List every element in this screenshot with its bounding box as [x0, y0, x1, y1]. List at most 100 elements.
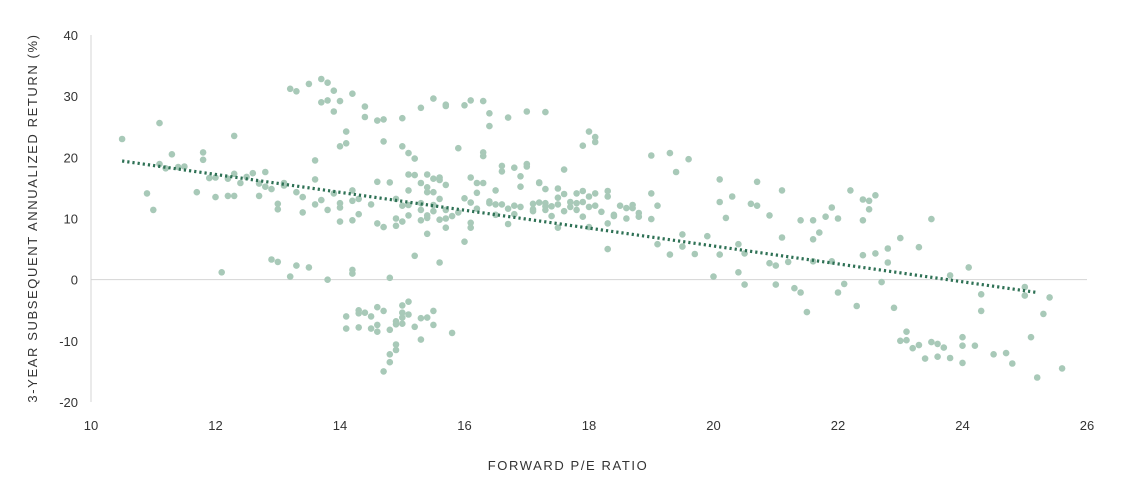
data-point	[367, 325, 375, 332]
data-point	[243, 173, 250, 181]
data-point	[934, 353, 941, 361]
data-point	[797, 289, 804, 296]
data-point	[511, 202, 518, 209]
data-point	[430, 188, 437, 196]
data-point	[349, 197, 356, 205]
data-point	[318, 99, 325, 106]
data-point	[872, 192, 879, 199]
data-point	[374, 303, 381, 311]
data-point	[423, 171, 431, 178]
data-point	[946, 272, 954, 279]
data-point	[150, 206, 157, 214]
data-point	[367, 313, 375, 320]
data-point	[156, 160, 163, 168]
data-point	[342, 325, 350, 332]
data-point	[336, 218, 344, 225]
data-point	[965, 264, 972, 271]
data-point	[672, 168, 680, 176]
data-point	[268, 185, 275, 193]
data-point	[467, 174, 475, 181]
data-point	[859, 251, 867, 259]
data-point	[336, 143, 344, 150]
data-point	[392, 346, 400, 354]
data-point	[654, 202, 661, 209]
data-point	[305, 80, 313, 88]
trend-line	[121, 159, 1038, 295]
data-point	[436, 259, 443, 266]
data-point	[455, 144, 462, 152]
data-point	[704, 232, 711, 240]
data-point	[299, 193, 307, 201]
data-point	[1033, 374, 1041, 381]
data-point	[560, 190, 568, 198]
data-point	[735, 269, 742, 276]
data-point	[168, 151, 176, 158]
data-point	[392, 215, 400, 222]
data-point	[218, 269, 225, 276]
data-point	[255, 192, 263, 200]
data-point	[542, 199, 549, 207]
y-tick-label: 0	[71, 273, 78, 288]
data-point	[1040, 310, 1047, 318]
data-point	[666, 149, 674, 157]
data-point	[361, 103, 369, 110]
data-point	[349, 217, 356, 224]
data-point	[554, 185, 562, 192]
data-point	[685, 155, 692, 163]
data-point	[959, 359, 966, 367]
data-point	[181, 163, 188, 170]
data-point	[392, 222, 400, 230]
data-point	[772, 281, 780, 288]
data-point	[517, 203, 524, 211]
y-tick-labels: 40 30 20 10 0 -10 -20	[59, 28, 78, 410]
data-point	[442, 102, 450, 110]
data-point	[579, 198, 587, 206]
x-tick-label: 26	[1080, 418, 1094, 433]
data-point	[324, 276, 331, 284]
data-point	[679, 231, 686, 238]
data-point	[467, 199, 475, 206]
data-point	[816, 229, 823, 236]
data-point	[411, 323, 419, 331]
data-point	[436, 195, 443, 203]
data-point	[791, 284, 798, 292]
data-point	[511, 210, 518, 218]
data-point	[523, 163, 531, 170]
data-point	[710, 273, 717, 280]
data-point	[361, 309, 369, 317]
data-point	[349, 90, 356, 97]
data-point	[890, 304, 898, 312]
y-tick-label: 10	[64, 212, 78, 227]
data-point	[591, 138, 599, 146]
data-point	[579, 213, 587, 220]
data-point	[884, 245, 892, 252]
data-point	[560, 207, 568, 215]
data-point	[349, 270, 356, 277]
data-point	[380, 223, 387, 231]
data-point	[374, 220, 381, 227]
data-point	[604, 187, 611, 195]
y-tick-label: 40	[64, 28, 78, 43]
data-point	[853, 302, 860, 310]
data-point	[311, 201, 319, 208]
data-point	[461, 195, 468, 202]
x-tick-label: 10	[84, 418, 98, 433]
data-point	[809, 217, 817, 224]
data-point	[293, 262, 300, 269]
data-point	[865, 197, 873, 205]
data-point	[722, 214, 730, 222]
data-point	[405, 187, 412, 194]
data-point	[498, 162, 506, 170]
data-point	[423, 230, 431, 238]
data-point	[479, 97, 487, 105]
data-point	[535, 199, 543, 206]
data-point	[753, 178, 761, 186]
data-point	[554, 194, 562, 201]
data-point	[585, 203, 593, 211]
data-point	[492, 201, 499, 208]
data-point	[479, 152, 487, 160]
data-point	[990, 351, 997, 358]
data-point	[212, 174, 219, 181]
data-point	[554, 224, 562, 231]
x-tick-label: 20	[706, 418, 720, 433]
